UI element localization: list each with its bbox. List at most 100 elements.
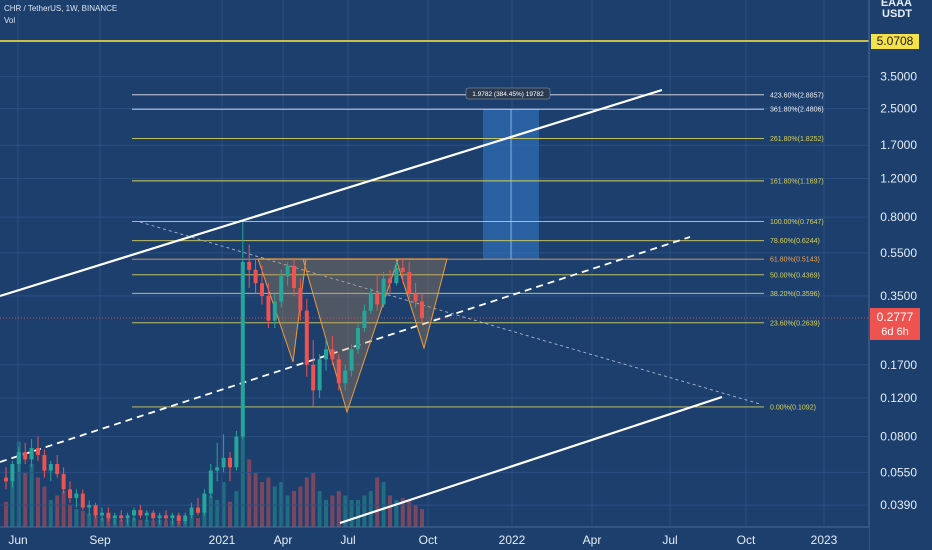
volume-bar-64 [413, 504, 418, 527]
candle-body-41 [266, 295, 271, 321]
candle-body-29 [189, 507, 194, 516]
candle-body-34 [221, 457, 226, 468]
volume-bar-38 [247, 459, 252, 527]
volume-bar-30 [196, 518, 200, 527]
chart-legend: CHR / TetherUS, 1W, BINANCE Vol [4, 3, 117, 27]
scale-corner: EAAA USDT [881, 0, 912, 20]
volume-bar-50 [324, 500, 328, 527]
volume-bar-42 [272, 486, 277, 527]
price-axis-panel [869, 0, 932, 550]
volume-bar-1 [10, 482, 15, 527]
candle-body-23 [151, 512, 156, 519]
volume-bar-39 [253, 473, 258, 527]
candle-body-7 [48, 464, 53, 471]
upper-channel-line [0, 88, 663, 298]
volume-bar-12 [80, 510, 85, 527]
candle-body-54 [349, 349, 354, 371]
candle-body-43 [279, 276, 284, 302]
fib-label-3: 161.80%(1.1697) [770, 178, 824, 185]
candle-body-37 [240, 261, 245, 437]
candle-body-57 [368, 293, 373, 311]
fib-label-10: 0.00%(0.1092) [770, 404, 816, 411]
current-price-tag[interactable]: 0.2777 6d 6h [870, 308, 920, 340]
candle-body-52 [336, 359, 341, 384]
symbol-title[interactable]: CHR / TetherUS, 1W, BINANCE [4, 4, 118, 13]
candle-body-19 [125, 515, 130, 519]
volume-indicator-label[interactable]: Vol [4, 16, 16, 25]
volume-bar-29 [189, 516, 194, 527]
candle-body-45 [292, 265, 296, 289]
volume-bar-48 [311, 473, 316, 527]
candle-body-17 [112, 515, 117, 519]
y-tick-11: 0.0390 [880, 498, 917, 512]
candle-body-56 [362, 310, 367, 328]
candle-body-24 [157, 515, 162, 519]
volume-bar-6 [42, 486, 47, 527]
volume-bar-20 [132, 518, 136, 527]
candle-body-21 [138, 510, 143, 516]
fib-label-1: 361.80%(2.4806) [770, 107, 824, 114]
alert-price-tag[interactable]: 5.0708 [871, 34, 919, 49]
candle-body-51 [330, 349, 335, 360]
volume-bar-15 [100, 518, 104, 527]
x-tick-0: Jun [8, 533, 27, 547]
candle-body-58 [375, 293, 380, 305]
volume-bar-0 [4, 501, 8, 527]
volume-bar-56 [362, 495, 367, 527]
volume-bar-47 [304, 477, 309, 527]
volume-bar-43 [279, 482, 284, 527]
candle-body-60 [388, 278, 392, 284]
candle-body-65 [420, 301, 424, 318]
candle-body-47 [304, 310, 309, 365]
volume-bar-59 [381, 482, 386, 527]
fib-label-9: 23.60%(0.2639) [770, 320, 820, 327]
candle-body-33 [215, 467, 220, 471]
volume-bar-13 [87, 513, 92, 527]
candle-body-32 [208, 470, 213, 494]
candle-body-11 [74, 493, 79, 499]
y-tick-2: 1.7000 [880, 138, 917, 152]
y-tick-1: 2.5000 [880, 101, 917, 115]
volume-bar-37 [240, 437, 245, 527]
candle-body-44 [285, 265, 290, 277]
candle-body-4 [29, 447, 34, 460]
measure-layer [483, 109, 539, 260]
candle-body-50 [324, 349, 328, 360]
volume-bar-52 [336, 491, 341, 527]
candle-body-1 [10, 464, 15, 482]
candle-body-18 [119, 515, 124, 519]
volume-bar-27 [176, 521, 181, 527]
candle-body-40 [260, 283, 264, 296]
lower-channel-line [339, 395, 723, 525]
scale-quote: USDT [882, 8, 912, 20]
y-tick-7: 0.1700 [880, 358, 917, 372]
x-tick-4: Jul [340, 533, 355, 547]
volume-bar-65 [420, 509, 424, 527]
candle-body-53 [343, 370, 348, 384]
volume-bar-16 [106, 518, 111, 527]
volume-bar-9 [61, 491, 66, 527]
volume-bar-63 [407, 500, 412, 527]
svg-text:5.0708: 5.0708 [877, 34, 914, 48]
fib-label-6: 61.80%(0.5143) [770, 257, 820, 264]
svg-text:0.2777: 0.2777 [877, 310, 914, 324]
candle-body-16 [106, 512, 111, 519]
volume-bar-8 [55, 495, 60, 527]
volume-bar-2 [16, 441, 21, 527]
candle-body-13 [87, 505, 92, 508]
scale-symbol: EAAA [881, 0, 912, 9]
y-tick-5: 0.5500 [880, 246, 917, 260]
candle-body-61 [394, 267, 399, 284]
volume-bar-10 [68, 504, 72, 527]
x-tick-2: 2021 [209, 533, 236, 547]
measure-label: 1.9782 (384.45%) 19782 [465, 87, 551, 100]
volume-bar-45 [292, 491, 296, 527]
volume-bar-58 [375, 477, 380, 527]
candle-body-31 [202, 493, 207, 513]
candle-body-6 [42, 454, 47, 471]
candle-body-9 [61, 474, 66, 490]
x-tick-5: Oct [419, 533, 438, 547]
